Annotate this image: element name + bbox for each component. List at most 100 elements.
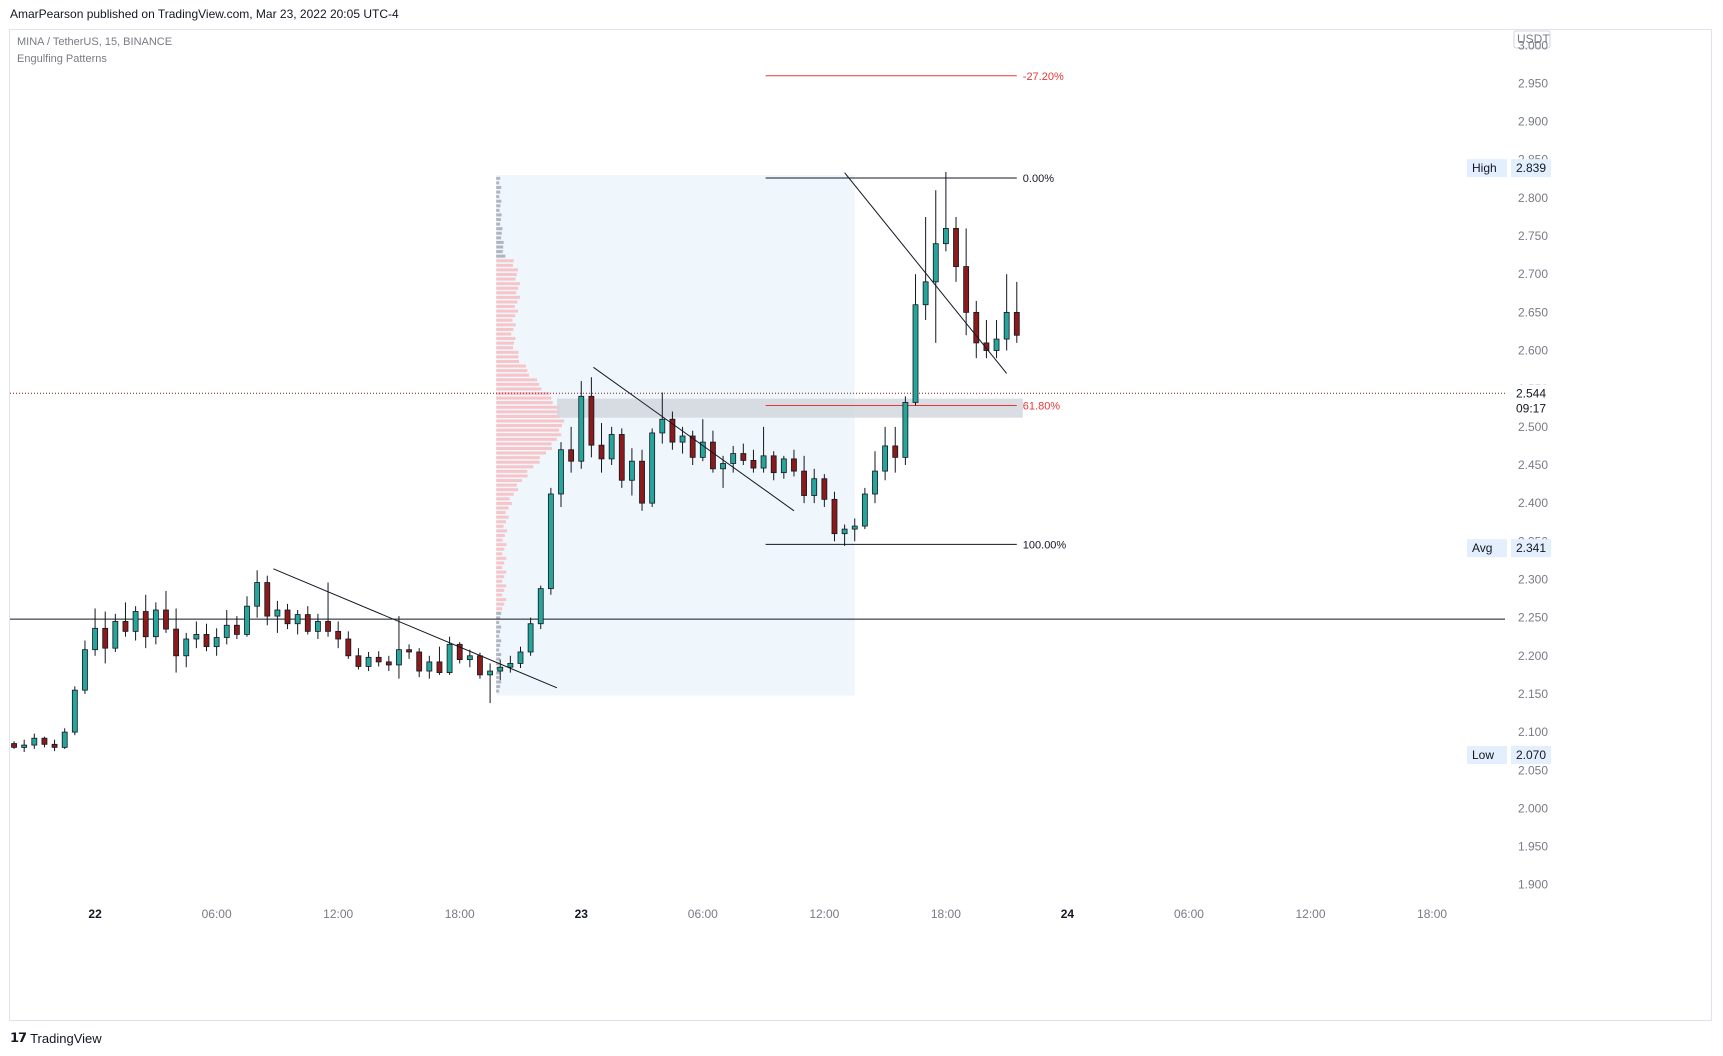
- candle: [861, 487, 868, 530]
- currency-box: [1513, 30, 1551, 49]
- candle: [750, 449, 757, 473]
- candle-body: [618, 434, 625, 481]
- volume-profile-bar: [496, 327, 514, 331]
- candle: [578, 381, 585, 469]
- candle-body: [1003, 311, 1010, 340]
- volume-profile-bar: [496, 616, 501, 620]
- candle-body: [456, 643, 463, 661]
- candle-body: [254, 582, 261, 607]
- volume-profile-bar: [496, 575, 505, 579]
- volume-profile-bar: [496, 611, 502, 615]
- avg-price-value: 2.341: [1516, 541, 1546, 555]
- volume-profile-bar: [496, 446, 552, 450]
- price-tick-label: 2.150: [1518, 687, 1548, 701]
- candle-body: [497, 666, 504, 672]
- price-tick-label: 2.100: [1518, 725, 1548, 739]
- volume-profile-bar: [496, 392, 550, 396]
- footer-brand: 𝟭𝟳 TradingView: [10, 1030, 102, 1046]
- candle-body: [173, 628, 180, 657]
- price-tick-label: 2.700: [1518, 267, 1548, 281]
- candle-body: [487, 670, 494, 676]
- candle-body: [142, 611, 149, 638]
- price-tick-label: 1.950: [1518, 840, 1548, 854]
- brand-label: TradingView: [30, 1030, 102, 1046]
- volume-profile-bar: [496, 588, 505, 592]
- candle: [31, 733, 38, 749]
- candle-body: [983, 342, 990, 351]
- candle: [335, 621, 342, 649]
- candle-body: [720, 463, 726, 470]
- candle-body: [679, 435, 686, 443]
- trendline: [593, 366, 795, 512]
- volume-profile-bar: [496, 474, 528, 478]
- volume-profile-bar: [496, 460, 540, 464]
- candle: [902, 396, 909, 465]
- candle-body: [163, 609, 169, 630]
- volume-profile-bar: [496, 396, 552, 400]
- volume-profile-bar: [496, 263, 513, 267]
- candle: [942, 171, 949, 252]
- volume-profile-bar: [496, 689, 500, 693]
- fib-level-label: -27.20%: [1023, 71, 1064, 83]
- candle: [51, 739, 58, 752]
- candle-body: [608, 434, 615, 460]
- candle: [82, 640, 88, 694]
- candle: [618, 428, 625, 488]
- candle: [831, 491, 838, 542]
- candle: [851, 518, 858, 542]
- candle: [173, 608, 180, 673]
- candle: [568, 426, 575, 473]
- volume-profile-bar: [496, 428, 560, 432]
- fib-level-label: 100.00%: [1023, 539, 1067, 551]
- volume-profile-bar: [496, 556, 507, 560]
- candle-body: [932, 243, 939, 283]
- candle: [699, 419, 706, 462]
- candle-body: [335, 630, 342, 640]
- price-tick-label: 2.450: [1518, 458, 1548, 472]
- volume-profile-bar: [496, 240, 504, 244]
- candle-body: [152, 609, 159, 638]
- high-price-box: [1511, 159, 1551, 178]
- volume-profile-bar: [496, 318, 513, 322]
- candle-body: [780, 458, 787, 474]
- volume-profile-bar: [496, 295, 520, 299]
- symbol-title[interactable]: MINA / TetherUS, 15, BINANCE: [17, 36, 173, 48]
- candle: [507, 655, 514, 673]
- indicator-label[interactable]: Engulfing Patterns: [17, 53, 107, 65]
- candle: [61, 728, 68, 749]
- volume-profile-bar: [496, 520, 507, 524]
- candle: [973, 300, 980, 359]
- candle: [892, 426, 899, 473]
- candle: [710, 430, 716, 473]
- candle: [21, 739, 28, 752]
- candle: [1013, 281, 1020, 343]
- candle: [720, 455, 726, 488]
- volume-profile-bar: [496, 488, 519, 492]
- candle: [932, 190, 939, 343]
- candle-body: [841, 528, 848, 535]
- volume-profile-bar: [496, 561, 505, 565]
- time-tick-label: 12:00: [809, 907, 839, 921]
- candle: [254, 570, 261, 618]
- candle-body: [193, 634, 200, 640]
- volume-profile-bar: [496, 584, 507, 588]
- time-tick-label: 06:00: [1174, 907, 1204, 921]
- candle: [345, 631, 352, 659]
- candle-body: [426, 661, 433, 672]
- candle-body: [811, 478, 818, 496]
- candle: [689, 430, 696, 465]
- candle: [385, 655, 392, 672]
- volume-profile-bar: [496, 680, 502, 684]
- candle-body: [710, 441, 716, 470]
- candle: [102, 611, 109, 664]
- trendline: [844, 172, 1008, 374]
- volume-profile-bar: [496, 382, 540, 386]
- candle: [497, 659, 504, 681]
- volume-profile-bar: [496, 533, 505, 537]
- volume-profile-bar: [496, 630, 501, 634]
- price-tick-label: 2.650: [1518, 305, 1548, 319]
- volume-profile-bar: [496, 579, 503, 583]
- candle-body: [882, 445, 889, 472]
- volume-profile-bar: [496, 378, 538, 382]
